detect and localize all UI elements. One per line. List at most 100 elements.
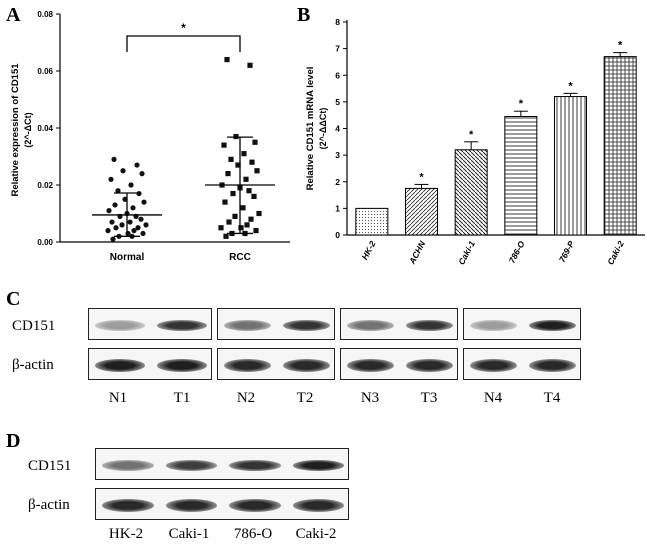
data-point-normal [106, 208, 112, 214]
y-tick-label: 0.08 [37, 10, 53, 19]
data-point-normal [141, 199, 147, 205]
lane-label: 786-O [233, 526, 273, 542]
data-point-rcc [244, 222, 250, 228]
y-tick-label: 8 [335, 17, 340, 27]
data-point-normal [112, 202, 118, 208]
y-tick-label: 0 [335, 230, 340, 240]
data-point-normal [134, 162, 140, 168]
data-point-normal [109, 219, 115, 225]
data-point-normal [122, 196, 128, 202]
data-point-rcc [225, 171, 231, 177]
x-category-label: Caki-1 [456, 239, 477, 266]
data-point-rcc [247, 62, 253, 68]
panel-a-scatter-plot: 0.00 0.02 0.04 0.06 0.08 Relative expression … [10, 10, 290, 263]
beta-actin-blot-strip [95, 488, 349, 520]
bar-786-o [504, 116, 538, 236]
bar-caki-1 [454, 149, 488, 236]
data-point-rcc [252, 139, 258, 145]
significance-star: * [419, 171, 424, 183]
significance-star: * [568, 80, 573, 92]
data-point-normal [111, 156, 117, 162]
protein-band [95, 358, 145, 372]
data-point-normal [113, 225, 119, 231]
y-tick-label: 0.00 [37, 238, 53, 247]
x-category-label: HK-2 [359, 239, 377, 261]
y-axis-formula: (2^-ΔCt) [23, 112, 33, 147]
data-point-normal [127, 219, 133, 225]
bar-hk-2 [355, 207, 389, 236]
data-point-normal [105, 228, 111, 234]
significance-bracket [126, 35, 241, 52]
y-tick-label: 2 [335, 177, 340, 187]
y-tick-label: 3 [335, 150, 340, 160]
data-point-normal [135, 225, 141, 231]
protein-band [229, 459, 281, 471]
y-tick-label: 6 [335, 70, 340, 80]
x-category-label: Normal [110, 252, 145, 263]
data-point-normal [110, 236, 116, 242]
lane-label: T4 [543, 390, 561, 406]
cd151-blot-strip [88, 308, 212, 340]
lane-label: T1 [173, 390, 191, 406]
x-category-label: 769-P [557, 239, 577, 264]
data-point-normal [128, 182, 134, 188]
data-point-rcc [241, 151, 247, 157]
lane-label: T2 [296, 390, 314, 406]
x-category-label: RCC [229, 252, 251, 263]
lane-label: N1 [108, 390, 128, 406]
data-point-rcc [249, 159, 255, 165]
data-point-rcc [218, 225, 224, 231]
protein-band [229, 498, 281, 512]
beta-actin-blot-strip [217, 348, 335, 380]
protein-band [283, 319, 330, 331]
bar-caki-2 [603, 56, 637, 236]
significance-star: * [469, 129, 474, 141]
protein-band [165, 459, 217, 471]
data-point-normal [115, 188, 121, 194]
y-axis-label: Relative expression of CD151 [10, 63, 21, 197]
data-point-normal [108, 176, 114, 182]
panel-b-bar-chart: 0 1 2 3 4 5 6 7 8 Relative CD151 mRNA level (2^-ΔΔ… [305, 17, 645, 267]
d-cd151-row-label: CD151 [28, 458, 72, 474]
data-point-rcc [246, 188, 252, 194]
lane-label: Caki-1 [168, 526, 210, 542]
protein-band [157, 319, 207, 331]
panel-c-letter: C [6, 288, 21, 310]
beta-actin-blot-strip [340, 348, 458, 380]
lane-label: N4 [483, 390, 503, 406]
beta-actin-blot-strip [463, 348, 581, 380]
cd151-blot-strip [463, 308, 581, 340]
protein-band [283, 358, 330, 372]
data-point-rcc [253, 228, 259, 234]
data-point-rcc [254, 168, 260, 174]
data-point-rcc [228, 156, 234, 162]
protein-band [347, 319, 394, 331]
protein-band [102, 498, 154, 512]
protein-band [347, 358, 394, 372]
protein-band [529, 319, 576, 331]
lane-label: Caki-2 [295, 526, 337, 542]
panel-b-letter: B [297, 4, 311, 26]
protein-band [470, 319, 517, 331]
cd151-blot-strip [340, 308, 458, 340]
protein-band [224, 358, 271, 372]
lane-label: N2 [236, 390, 256, 406]
data-point-rcc [243, 176, 249, 182]
y-tick-label: 0.02 [37, 181, 53, 190]
data-point-rcc [251, 193, 257, 199]
cd151-row-label: CD151 [12, 318, 56, 334]
protein-band [292, 459, 344, 471]
data-point-rcc [222, 199, 228, 205]
data-point-rcc [226, 219, 232, 225]
data-point-normal [130, 205, 136, 211]
lane-label: N3 [360, 390, 380, 406]
beta-actin-blot-strip [88, 348, 212, 380]
beta-actin-row-label: β-actin [12, 357, 54, 373]
y-tick-label: 5 [335, 97, 340, 107]
data-point-normal [140, 230, 146, 237]
protein-band [157, 358, 207, 372]
bar-769-p [554, 96, 587, 236]
data-point-rcc [235, 162, 241, 168]
data-point-rcc [256, 210, 262, 217]
data-point-rcc [238, 225, 244, 231]
